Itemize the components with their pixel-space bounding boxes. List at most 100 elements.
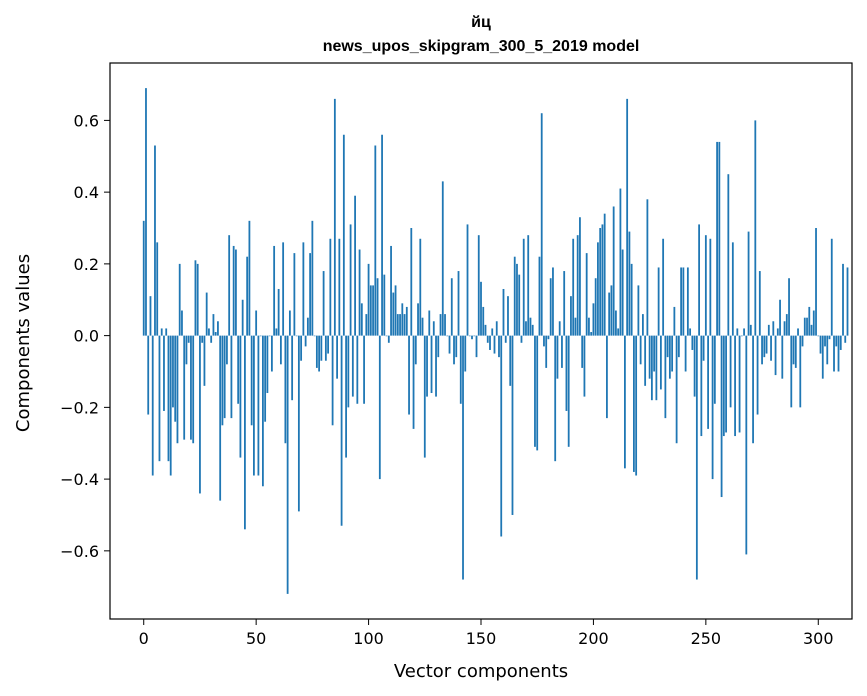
bar bbox=[226, 335, 228, 365]
bar bbox=[788, 278, 790, 336]
bar bbox=[774, 335, 777, 376]
bar bbox=[626, 98, 629, 336]
bar bbox=[727, 174, 730, 336]
bar bbox=[246, 256, 249, 336]
bar bbox=[176, 335, 179, 444]
bar bbox=[336, 335, 338, 379]
bar bbox=[160, 328, 163, 336]
y-tick-label: 0.2 bbox=[74, 255, 99, 274]
y-tick-label: −0.6 bbox=[60, 542, 99, 561]
bar bbox=[421, 317, 424, 336]
bar bbox=[430, 335, 433, 394]
bar bbox=[329, 238, 332, 336]
bar bbox=[356, 335, 359, 404]
bar bbox=[529, 317, 532, 336]
bar bbox=[444, 314, 446, 336]
bar bbox=[241, 299, 244, 336]
bar bbox=[253, 335, 255, 476]
bar bbox=[504, 335, 507, 343]
bar bbox=[279, 335, 282, 365]
bar bbox=[599, 228, 602, 336]
x-tick-label: 250 bbox=[691, 629, 722, 648]
bar bbox=[270, 335, 273, 372]
bar bbox=[163, 335, 165, 411]
y-tick-label: 0.0 bbox=[74, 327, 99, 346]
bar bbox=[749, 324, 752, 336]
bar bbox=[408, 335, 410, 415]
bar bbox=[819, 335, 822, 354]
x-tick-label: 100 bbox=[353, 629, 384, 648]
x-tick-label: 50 bbox=[246, 629, 266, 648]
bar bbox=[347, 335, 350, 408]
bar bbox=[293, 253, 296, 336]
bar bbox=[549, 278, 552, 336]
bar bbox=[668, 335, 671, 379]
bar bbox=[592, 303, 595, 336]
bar bbox=[288, 310, 291, 336]
bar bbox=[839, 335, 842, 350]
bar bbox=[491, 328, 494, 336]
bar bbox=[414, 335, 417, 365]
bar bbox=[495, 321, 498, 336]
x-axis-label: Vector components bbox=[394, 661, 568, 682]
y-tick-label: −0.4 bbox=[60, 470, 99, 489]
bar bbox=[785, 314, 788, 336]
bar bbox=[648, 335, 651, 379]
bar bbox=[738, 335, 741, 433]
bar bbox=[486, 335, 489, 343]
bar bbox=[196, 263, 199, 336]
bar bbox=[340, 335, 343, 526]
bar bbox=[682, 267, 685, 336]
bar bbox=[579, 217, 581, 336]
bar bbox=[520, 335, 523, 343]
x-tick-label: 0 bbox=[139, 629, 149, 648]
bar bbox=[315, 335, 318, 368]
bar bbox=[221, 335, 224, 426]
bar bbox=[367, 263, 370, 336]
bar bbox=[210, 335, 213, 343]
bar bbox=[561, 335, 563, 368]
bar bbox=[405, 306, 408, 336]
bar bbox=[194, 260, 197, 336]
bar bbox=[360, 303, 363, 336]
bar bbox=[677, 335, 680, 358]
bar bbox=[617, 328, 620, 336]
bar bbox=[812, 310, 815, 336]
bar bbox=[612, 206, 615, 336]
bar bbox=[473, 335, 476, 337]
bar bbox=[244, 335, 246, 530]
bar bbox=[311, 220, 314, 336]
bar bbox=[574, 317, 577, 336]
bar bbox=[480, 281, 482, 336]
bar bbox=[477, 235, 480, 336]
bar bbox=[165, 328, 168, 336]
bar bbox=[426, 335, 428, 397]
bar bbox=[435, 335, 437, 397]
bar bbox=[835, 335, 838, 347]
bar bbox=[547, 335, 550, 340]
bar bbox=[576, 235, 579, 336]
bar bbox=[255, 310, 258, 336]
bar bbox=[736, 328, 739, 336]
y-tick-label: 0.4 bbox=[74, 183, 99, 202]
bar bbox=[567, 335, 570, 447]
bar bbox=[806, 317, 808, 336]
bar bbox=[610, 285, 613, 336]
bar bbox=[257, 335, 260, 476]
bar bbox=[372, 285, 374, 336]
bar bbox=[734, 335, 736, 437]
bar bbox=[585, 253, 588, 336]
bar bbox=[455, 335, 458, 358]
bar bbox=[219, 335, 222, 501]
bar bbox=[500, 335, 503, 537]
bar bbox=[776, 328, 779, 336]
bar bbox=[619, 188, 622, 336]
bar bbox=[846, 267, 849, 336]
bar bbox=[354, 195, 356, 336]
bar bbox=[763, 335, 766, 358]
bar bbox=[632, 335, 635, 472]
bar bbox=[450, 278, 453, 336]
bar bbox=[313, 335, 316, 337]
bar bbox=[615, 310, 617, 336]
bar bbox=[185, 335, 188, 365]
